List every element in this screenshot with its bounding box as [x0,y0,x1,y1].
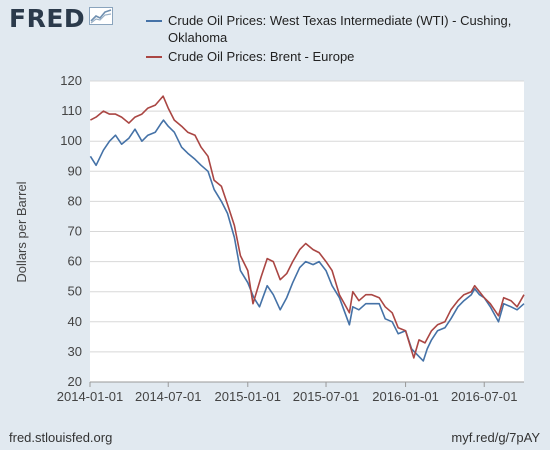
y-tick-label: 30 [68,344,82,359]
x-tick-label: 2014-01-01 [57,389,124,404]
y-tick-label: 50 [68,284,82,299]
legend-label-brent: Crude Oil Prices: Brent - Europe [168,49,355,64]
chart-legend: Crude Oil Prices: West Texas Intermediat… [146,12,550,67]
legend-item-wti: Crude Oil Prices: West Texas Intermediat… [146,12,550,46]
legend-item-brent: Crude Oil Prices: Brent - Europe [146,48,550,65]
x-tick-label: 2014-07-01 [135,389,202,404]
chart-trend-icon [89,7,114,30]
series-line-wti [89,119,525,362]
x-tick-label: 2016-07-01 [451,389,518,404]
x-tick-label: 2015-07-01 [293,389,360,404]
x-tick-label: 2016-01-01 [372,389,439,404]
x-tick-label: 2015-01-01 [215,389,282,404]
y-axis-ticks: 20 30 40 50 60 70 80 90 100 110 120 [60,73,82,389]
series-lines [89,95,525,362]
y-tick-label: 20 [68,374,82,389]
legend-swatch-brent [146,56,162,58]
short-link[interactable]: myf.red/g/7pAY [451,430,540,445]
y-axis-label: Dollars per Barrel [14,181,29,282]
y-tick-label: 120 [60,73,82,88]
fred-logo: FRED [9,4,114,35]
x-axis-ticks: 2014-01-01 2014-07-01 2015-01-01 2015-07-01… [57,381,524,404]
series-line-brent [90,95,525,359]
y-tick-label: 80 [68,193,82,208]
y-tick-label: 100 [60,133,82,148]
fred-logo-text: FRED [9,4,86,33]
y-tick-label: 40 [68,314,82,329]
y-tick-label: 60 [68,254,82,269]
source-link[interactable]: fred.stlouisfed.org [9,430,113,445]
legend-label-wti: Crude Oil Prices: West Texas Intermediat… [168,13,512,45]
y-tick-label: 70 [68,224,82,239]
legend-swatch-wti [146,20,162,22]
y-tick-label: 90 [68,163,82,178]
y-tick-label: 110 [61,103,82,118]
